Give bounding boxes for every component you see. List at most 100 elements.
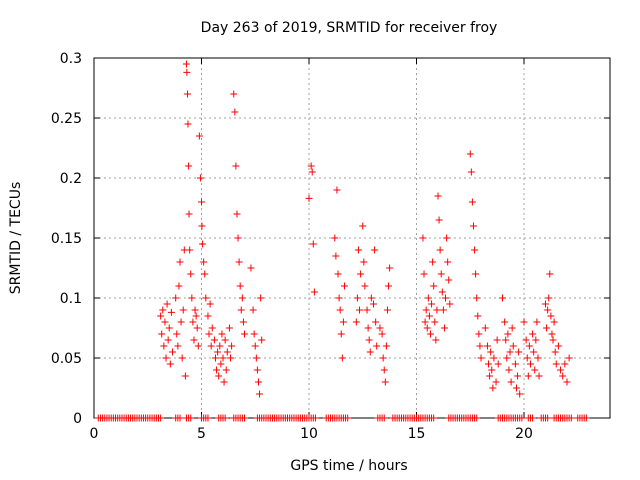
- data-point: [225, 324, 233, 332]
- data-point: [185, 162, 193, 170]
- data-point: [485, 360, 493, 368]
- data-point: [230, 90, 238, 98]
- data-point: [366, 348, 374, 356]
- data-point: [309, 240, 317, 248]
- y-tick-label: 0.15: [51, 231, 82, 247]
- data-point: [332, 252, 340, 260]
- data-point: [333, 186, 341, 194]
- data-point: [190, 336, 198, 344]
- data-point: [194, 342, 202, 350]
- data-point: [444, 258, 452, 266]
- data-point: [192, 312, 200, 320]
- data-point: [160, 342, 168, 350]
- data-point: [232, 162, 240, 170]
- data-point: [336, 306, 344, 314]
- data-point: [198, 222, 206, 230]
- data-point: [249, 306, 257, 314]
- data-point: [235, 258, 243, 266]
- data-point: [442, 294, 450, 302]
- data-point: [542, 300, 549, 308]
- data-point: [486, 372, 494, 380]
- data-point-zero: [582, 414, 590, 422]
- data-point: [188, 294, 196, 302]
- data-point: [258, 336, 266, 344]
- data-point: [178, 354, 186, 362]
- data-point: [371, 246, 379, 254]
- data-point: [420, 270, 428, 278]
- data-point-zero: [529, 414, 537, 422]
- data-point: [557, 366, 565, 374]
- x-tick-labels: 0 5 10 15 20: [90, 426, 533, 442]
- data-point: [443, 234, 451, 242]
- data-point: [547, 312, 555, 320]
- data-point: [419, 234, 427, 242]
- data-point: [236, 282, 244, 290]
- data-point: [196, 174, 204, 182]
- data-point: [504, 330, 512, 338]
- data-point: [526, 360, 534, 368]
- data-point: [487, 348, 495, 356]
- data-point: [383, 306, 391, 314]
- data-point: [545, 294, 553, 302]
- data-point: [237, 306, 245, 314]
- data-point: [223, 348, 231, 356]
- data-point: [185, 210, 193, 218]
- data-point: [164, 336, 172, 344]
- data-point: [175, 282, 183, 290]
- data-point: [483, 342, 491, 350]
- data-point: [563, 378, 571, 386]
- data-point: [552, 360, 560, 368]
- data-point: [477, 354, 485, 362]
- data-point: [220, 378, 228, 386]
- y-tick-label: 0.05: [51, 351, 82, 367]
- data-point: [501, 318, 509, 326]
- data-point: [561, 360, 569, 368]
- data-point: [305, 194, 313, 202]
- data-point-zero: [157, 414, 165, 422]
- data-point: [166, 360, 174, 368]
- data-point: [172, 294, 180, 302]
- data-point: [434, 192, 442, 200]
- data-point-zero: [311, 414, 319, 422]
- data-point: [214, 348, 222, 356]
- data-point: [431, 318, 439, 326]
- data-point: [435, 216, 443, 224]
- data-point: [352, 318, 360, 326]
- data-point: [469, 222, 477, 230]
- data-point: [381, 378, 389, 386]
- data-point: [508, 324, 516, 332]
- data-point: [529, 330, 537, 338]
- data-point: [163, 300, 171, 308]
- data-point: [174, 342, 182, 350]
- data-point: [370, 300, 377, 308]
- data-point: [359, 222, 367, 230]
- data-point: [488, 366, 496, 374]
- data-point: [360, 258, 368, 266]
- data-point: [535, 372, 543, 380]
- data-point: [476, 342, 484, 350]
- data-point: [421, 318, 429, 326]
- data-point: [532, 336, 540, 344]
- data-point: [307, 162, 315, 170]
- data-point: [525, 342, 533, 350]
- data-point: [549, 336, 557, 344]
- data-point: [426, 330, 434, 338]
- data-point: [494, 360, 502, 368]
- data-point: [217, 360, 225, 368]
- data-point: [533, 318, 541, 326]
- data-point: [489, 384, 497, 392]
- data-point: [502, 336, 510, 344]
- data-point: [357, 270, 365, 278]
- data-point: [378, 330, 386, 338]
- data-point: [208, 324, 216, 332]
- data-point: [509, 342, 517, 350]
- data-point: [310, 288, 318, 296]
- data-point: [559, 372, 567, 380]
- data-point: [474, 312, 482, 320]
- data-point: [428, 300, 436, 308]
- data-point: [544, 306, 552, 314]
- data-point: [424, 294, 432, 302]
- data-point: [207, 342, 215, 350]
- data-point: [468, 198, 476, 206]
- data-point: [231, 108, 239, 116]
